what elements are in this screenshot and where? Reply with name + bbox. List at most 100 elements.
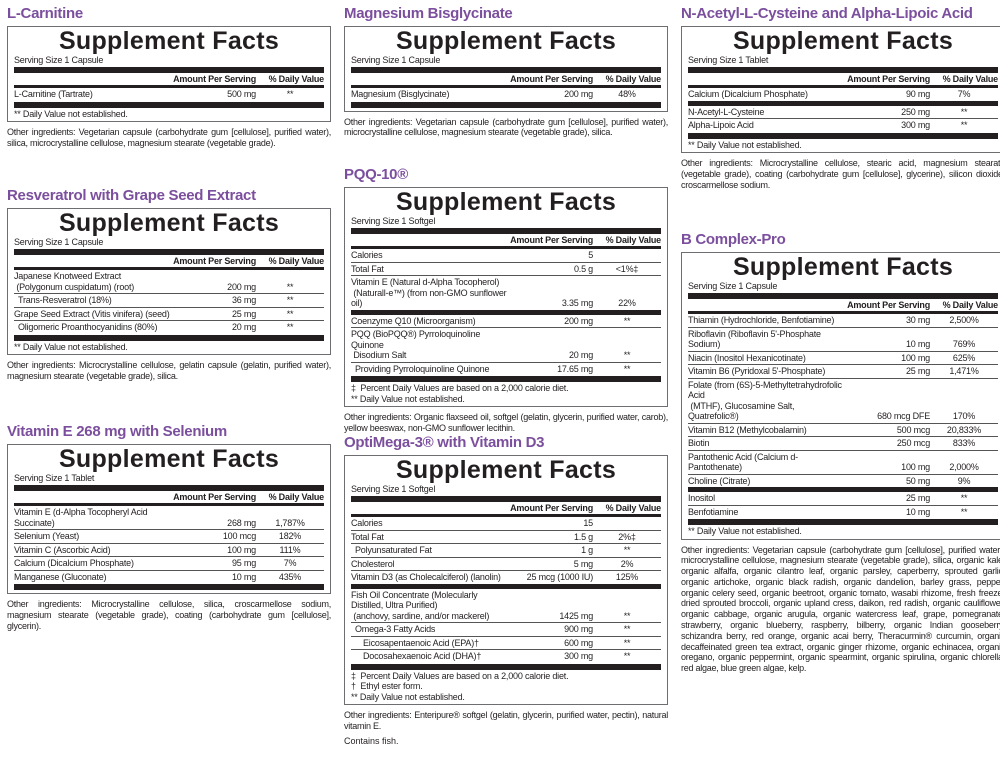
nutrient-amount: 30 mg bbox=[905, 315, 930, 325]
nutrient-daily-value: ** bbox=[623, 545, 631, 555]
panel-l-carnitine: L-Carnitine Supplement Facts Serving Size … bbox=[7, 5, 331, 149]
nutrient-row: Inositol 25 mg ** bbox=[688, 487, 998, 505]
panel-magnesium: Magnesium Bisglycinate Supplement Facts Se… bbox=[344, 5, 668, 138]
nutrient-row: Choline (Citrate) 50 mg 9% bbox=[688, 473, 998, 488]
thick-rule bbox=[351, 101, 661, 108]
amount-header: Amount Per Serving bbox=[847, 74, 930, 84]
serving-size: Serving Size 1 Capsule bbox=[351, 55, 441, 65]
dv-header: % Daily Value bbox=[268, 256, 325, 266]
nutrient-row: Riboflavin (Riboflavin 5'-Phosphate Sodi… bbox=[688, 326, 998, 351]
product-title: Vitamin E 268 mg with Selenium bbox=[7, 423, 227, 440]
nutrient-daily-value: ** bbox=[286, 89, 294, 99]
column-header: Amount Per Serving % Daily Value bbox=[688, 300, 998, 314]
nutrient-amount: 5 bbox=[588, 250, 593, 260]
nutrient-name: Coenzyme Q10 (Microorganism) bbox=[351, 315, 476, 326]
nutrient-daily-value: ** bbox=[623, 350, 631, 360]
product-title: OptiMega-3® with Vitamin D3 bbox=[344, 434, 545, 451]
header-spacer bbox=[351, 503, 443, 514]
facts-heading: Supplement Facts bbox=[395, 456, 617, 484]
thick-rule bbox=[688, 293, 998, 299]
nutrient-amount: 25 mcg (1000 IU) bbox=[526, 572, 594, 582]
nutrient-row: Biotin 250 mcg 833% bbox=[688, 436, 998, 450]
nutrient-row: Calcium (Dicalcium Phosphate) 90 mg 7% bbox=[688, 88, 998, 101]
header-spacer bbox=[14, 492, 106, 503]
nutrient-amount: 100 mcg bbox=[222, 531, 256, 541]
nutrient-daily-value: ** bbox=[960, 493, 968, 503]
nutrient-amount: 50 mg bbox=[905, 475, 930, 486]
serving-size: Serving Size 1 Tablet bbox=[688, 55, 769, 65]
serving-size: Serving Size 1 Softgel bbox=[351, 216, 436, 226]
amount-header: Amount Per Serving bbox=[847, 300, 930, 310]
dv-header: % Daily Value bbox=[268, 74, 325, 84]
panel-pqq: PQQ-10® Supplement Facts Serving Size 1 So… bbox=[344, 166, 668, 434]
nutrient-name: N-Acetyl-L-Cysteine bbox=[688, 106, 765, 117]
nutrient-daily-value: ** bbox=[960, 106, 968, 117]
nutrient-name: Vitamin E (Natural d-Alpha Tocopherol) (… bbox=[351, 277, 507, 308]
nutrient-amount: 20 mg bbox=[568, 350, 593, 360]
nutrient-daily-value: ** bbox=[286, 308, 294, 319]
nutrient-name: Total Fat bbox=[351, 263, 384, 274]
column-header: Amount Per Serving % Daily Value bbox=[351, 74, 661, 88]
nutrient-name: Benfotiamine bbox=[688, 506, 739, 517]
other-ingredients: Other ingredients: Vegetarian capsule (c… bbox=[344, 116, 668, 138]
product-title: PQQ-10® bbox=[344, 166, 408, 183]
nutrient-name: Total Fat bbox=[351, 531, 384, 542]
nutrient-name: Calories bbox=[351, 250, 383, 260]
footnote: ** Daily Value not established. bbox=[14, 341, 128, 352]
thick-rule bbox=[351, 376, 661, 382]
footnote: † Ethyl ester form. bbox=[351, 681, 423, 691]
footnote: ** Daily Value not established. bbox=[688, 139, 802, 150]
nutrient-name: PQQ (BioPQQ®) Pyrroloquinoline Quinone D… bbox=[351, 329, 481, 360]
nutrient-row: Omega-3 Fatty Acids 900 mg ** bbox=[351, 622, 661, 636]
nutrient-name: Niacin (Inositol Hexanicotinate) bbox=[688, 352, 806, 363]
nutrient-row: Vitamin B6 (Pyridoxal 5'-Phosphate) 25 mg… bbox=[688, 364, 998, 378]
nutrient-daily-value: ** bbox=[623, 637, 631, 648]
header-spacer bbox=[351, 74, 443, 85]
nutrient-row: Calcium (Dicalcium Phosphate) 95 mg 7% bbox=[14, 556, 324, 570]
nutrient-name: Eicosapentaenoic Acid (EPA)† bbox=[363, 637, 479, 648]
nutrient-row: Alpha-Lipoic Acid 300 mg ** bbox=[688, 118, 998, 132]
nutrient-name: Polyunsaturated Fat bbox=[355, 545, 432, 555]
nutrient-amount: 90 mg bbox=[905, 89, 930, 99]
nutrient-amount: 10 mg bbox=[905, 506, 930, 517]
nutrient-amount: 20 mg bbox=[231, 322, 256, 332]
dv-header: % Daily Value bbox=[942, 300, 999, 310]
nutrient-amount: 17.65 mg bbox=[557, 363, 593, 374]
nutrient-name: Cholesterol bbox=[351, 558, 395, 569]
nutrient-amount: 500 mg bbox=[227, 89, 256, 99]
nutrient-row: L-Carnitine (Tartrate) 500 mg ** bbox=[14, 88, 324, 101]
nutrient-daily-value: 7% bbox=[283, 558, 297, 568]
panel-resveratrol: Resveratrol with Grape Seed Extract Suppl… bbox=[7, 187, 331, 382]
nutrient-amount: 300 mg bbox=[564, 651, 593, 661]
nutrient-name: Pantothenic Acid (Calcium d-Pantothenate… bbox=[688, 451, 798, 473]
nutrient-name: Calcium (Dicalcium Phosphate) bbox=[688, 89, 808, 99]
nutrient-name: Folate (from (6S)-5-Methyltetrahydrofoli… bbox=[688, 379, 842, 422]
thick-rule bbox=[351, 496, 661, 502]
nutrient-daily-value: 2% bbox=[620, 558, 634, 569]
nutrient-name: Inositol bbox=[688, 493, 715, 503]
nutrient-row: Docosahexaenoic Acid (DHA)† 300 mg ** bbox=[351, 649, 661, 663]
serving-size: Serving Size 1 Capsule bbox=[14, 55, 104, 65]
nutrient-name: Calories bbox=[351, 518, 383, 528]
other-ingredients: Other ingredients: Organic flaxseed oil,… bbox=[344, 412, 668, 433]
amount-header: Amount Per Serving bbox=[510, 503, 593, 513]
nutrient-name: Vitamin C (Ascorbic Acid) bbox=[14, 544, 111, 555]
thick-rule bbox=[688, 519, 998, 525]
thick-rule bbox=[688, 67, 998, 73]
thick-rule bbox=[688, 132, 998, 139]
nutrient-row: Coenzyme Q10 (Microorganism) 200 mg ** bbox=[351, 309, 661, 328]
serving-size: Serving Size 1 Capsule bbox=[688, 281, 778, 291]
amount-header: Amount Per Serving bbox=[173, 74, 256, 84]
nutrient-daily-value: <1%‡ bbox=[615, 263, 639, 274]
nutrient-row: Oligomeric Proanthocyanidins (80%) 20 mg *… bbox=[14, 320, 324, 334]
nutrient-row: Niacin (Inositol Hexanicotinate) 100 mg 62… bbox=[688, 350, 998, 365]
nutrient-name: Vitamin B12 (Methylcobalamin) bbox=[688, 424, 807, 435]
nutrient-amount: 300 mg bbox=[901, 120, 930, 130]
nutrient-amount: 600 mg bbox=[564, 637, 593, 648]
facts-heading: Supplement Facts bbox=[395, 188, 617, 216]
facts-heading: Supplement Facts bbox=[58, 209, 280, 237]
nutrient-daily-value: 1,471% bbox=[949, 366, 979, 376]
nutrient-row: Manganese (Gluconate) 10 mg 435% bbox=[14, 569, 324, 584]
header-spacer bbox=[14, 256, 106, 267]
nutrient-amount: 1.5 g bbox=[573, 531, 593, 542]
